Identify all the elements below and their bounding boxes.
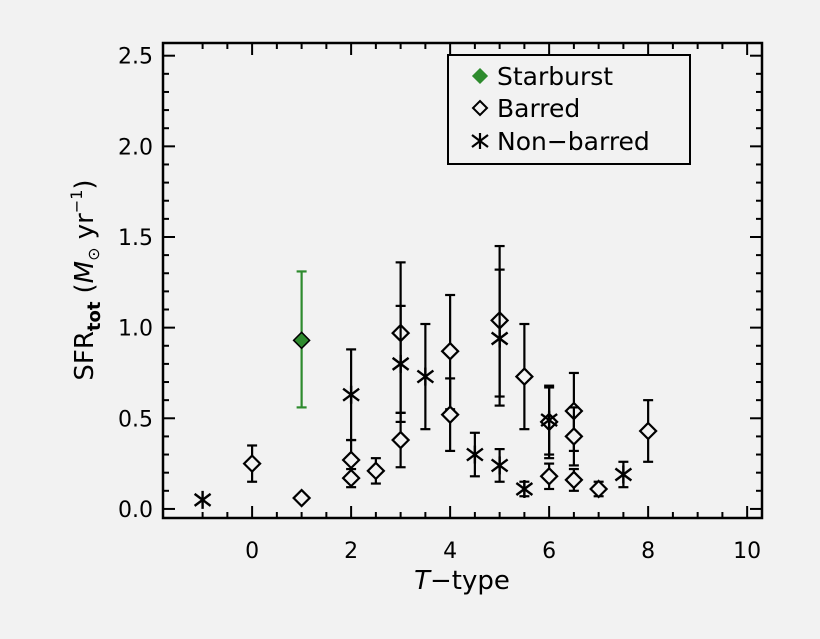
open-diamond-marker	[391, 430, 411, 450]
open-diamond-marker	[440, 405, 460, 425]
data-points	[193, 244, 658, 509]
data-point	[193, 490, 212, 509]
x-axis-title-rest: −type	[430, 566, 510, 596]
data-point	[292, 488, 312, 508]
open-diamond-marker	[539, 466, 559, 486]
data-point	[564, 406, 584, 467]
y-tick-label: 1.5	[118, 226, 153, 251]
x-tick-label: 8	[641, 539, 655, 564]
open-diamond-marker	[589, 479, 609, 499]
data-point	[614, 460, 633, 489]
legend-label-starburst: Starburst	[497, 62, 613, 91]
legend-item-starburst: Starburst	[471, 62, 613, 91]
y-tick-label: 0.0	[118, 498, 153, 523]
data-point	[342, 348, 360, 442]
y-axis-title-close: )	[70, 179, 100, 189]
legend: Starburst Barred Non−barred	[447, 54, 691, 165]
data-point	[292, 270, 311, 409]
data-point	[466, 431, 484, 478]
x-tick-label: 4	[443, 539, 457, 564]
asterisk-marker	[193, 490, 212, 509]
data-point	[391, 411, 411, 469]
asterisk-marker	[614, 465, 633, 484]
open-diamond-marker	[564, 426, 584, 446]
y-tick-label: 2.5	[118, 45, 153, 70]
legend-item-barred: Barred	[471, 94, 580, 123]
asterisk-marker	[540, 411, 558, 430]
x-axis-title-italic: T	[414, 566, 432, 596]
open-diamond-marker	[341, 450, 361, 470]
open-diamond-marker	[366, 461, 386, 481]
x-tick-label: 10	[733, 539, 761, 564]
open-diamond-marker	[440, 341, 460, 361]
data-point	[440, 377, 460, 453]
x-tick-label: 2	[344, 539, 358, 564]
y-axis-title-yr: yr	[70, 213, 100, 248]
legend-marker-barred	[471, 99, 489, 117]
open-diamond-marker	[514, 367, 534, 387]
asterisk-marker	[416, 367, 435, 386]
y-axis-title-mass: M	[70, 261, 100, 283]
x-tick-label: 0	[245, 539, 259, 564]
legend-item-non-barred: Non−barred	[471, 127, 650, 156]
asterisk-marker	[490, 329, 509, 348]
asterisk-marker	[515, 479, 534, 498]
plot-frame-group	[161, 41, 764, 520]
open-diamond-marker	[242, 454, 262, 474]
x-tick-label: 6	[542, 539, 556, 564]
data-point	[366, 457, 386, 485]
asterisk-marker	[466, 445, 484, 464]
data-point	[242, 444, 262, 483]
asterisk-marker	[391, 354, 410, 373]
legend-box	[447, 54, 691, 165]
data-point	[391, 304, 410, 424]
axis-tick-labels: 0 2 4 6 8 10 0.0 0.5 1.0 1.5 2.0 2.5	[118, 45, 761, 564]
y-axis-title: SFRtot (M⊙ yr−1)	[67, 179, 105, 380]
data-point	[490, 268, 509, 407]
y-axis-title-sun: ⊙	[84, 247, 103, 260]
data-point	[564, 467, 584, 492]
data-point	[589, 479, 609, 499]
open-diamond-marker	[564, 470, 584, 490]
asterisk-marker	[490, 456, 509, 475]
axis-ticks	[163, 43, 762, 518]
y-axis-title-main: SFR	[70, 331, 100, 381]
legend-marker-non-barred	[471, 133, 489, 149]
x-axis-title: T−type	[414, 566, 510, 596]
y-axis-title-sub: tot	[84, 301, 105, 331]
legend-marker-starburst	[471, 67, 489, 85]
y-tick-label: 0.5	[118, 407, 153, 432]
data-point	[540, 384, 558, 456]
data-point	[514, 322, 534, 431]
open-diamond-marker	[638, 421, 658, 441]
data-point	[490, 448, 509, 483]
data-point	[539, 462, 559, 491]
plot-frame	[161, 41, 764, 520]
data-point	[515, 479, 534, 498]
y-tick-label: 1.0	[118, 317, 153, 342]
open-diamond-marker	[341, 468, 361, 488]
open-diamond-marker	[292, 488, 312, 508]
y-axis-title-exp: −1	[67, 190, 86, 214]
data-point	[416, 322, 435, 431]
asterisk-marker	[342, 385, 360, 404]
data-point	[638, 399, 658, 463]
legend-label-barred: Barred	[497, 94, 580, 123]
filled-diamond-marker	[292, 331, 311, 350]
legend-label-non-barred: Non−barred	[497, 127, 650, 156]
y-axis-title-space: (	[70, 283, 100, 293]
y-tick-label: 2.0	[118, 135, 153, 160]
data-point	[341, 467, 361, 489]
